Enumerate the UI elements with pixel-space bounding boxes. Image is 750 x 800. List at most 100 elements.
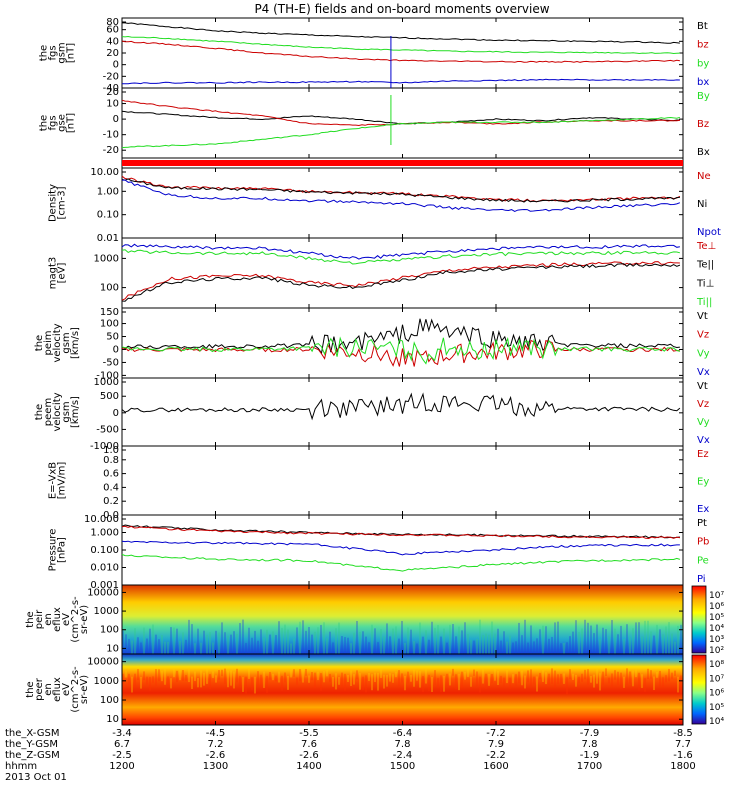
series-Npot [121, 179, 681, 212]
legend-Vt: Vt [697, 311, 708, 322]
spectrogram-cell [665, 675, 667, 683]
spectrogram-cell [305, 630, 307, 654]
legend-Bz: Bz [697, 119, 709, 130]
spectrogram-cell [239, 675, 241, 688]
spectrogram-cell [653, 676, 655, 691]
legend-Vx: Vx [697, 367, 710, 378]
spectrogram-cell [635, 622, 637, 654]
y-axis-label: the [25, 681, 36, 697]
spectrogram-cell [137, 637, 139, 654]
spectrogram-cell [320, 673, 322, 691]
footer-value: -7.2 [486, 728, 506, 739]
spectrogram-cell [470, 676, 472, 687]
spectrogram-cell [233, 671, 235, 689]
footer-value: 1500 [390, 761, 415, 772]
spectrogram-cell [359, 673, 361, 690]
spectrogram-cell [389, 636, 391, 654]
y-tick-label: 10 [106, 643, 119, 654]
figure-title: P4 (TH-E) fields and on-board moments ov… [254, 2, 549, 16]
spectrogram-cell [623, 639, 625, 654]
spectrogram-cell [293, 638, 295, 654]
spectrogram-cell [290, 670, 292, 678]
spectrogram-cell [416, 643, 418, 654]
colorbar-label: 10⁵ [709, 703, 724, 713]
series-Pe [121, 553, 681, 572]
y-axis-label: en [43, 613, 54, 626]
spectrogram-cell [263, 671, 265, 688]
spectrogram-cell [230, 670, 232, 686]
colorbar-label: 10⁷ [709, 591, 724, 601]
y-axis-label: [eV] [57, 263, 68, 284]
spectrogram-cell [254, 630, 256, 654]
spectrogram-cell [599, 673, 601, 691]
y-axis-label: sr-eV) [79, 675, 90, 704]
y-axis-label: gse [57, 114, 68, 132]
spectrogram-cell [149, 628, 151, 654]
spectrogram-cell [392, 628, 394, 654]
legend-Vy: Vy [697, 417, 710, 428]
spectrogram-cell [407, 671, 409, 684]
y-axis-label: Density [48, 184, 59, 222]
legend-Ni: Ni [697, 199, 707, 210]
y-axis-label: fgs [48, 115, 59, 130]
spectrogram-cell [368, 673, 370, 682]
y-tick-label: 10.00 [90, 167, 119, 178]
spectrogram-cell [206, 634, 208, 654]
spectrogram-cell [566, 677, 568, 695]
spectrogram-cell [266, 629, 268, 654]
footer-value: 1300 [203, 761, 228, 772]
y-axis-label: velocity [52, 323, 63, 362]
legend-bz: bz [697, 40, 709, 51]
spectrogram-cell [458, 673, 460, 691]
spectrogram-cell [575, 620, 577, 654]
spectrogram-cell [299, 621, 301, 654]
spectrogram-cell [563, 642, 565, 654]
spectrogram-cell [437, 678, 439, 689]
spectrogram-cell [170, 627, 172, 654]
series-By [121, 116, 681, 149]
footer-row-label: the_X-GSM [5, 728, 59, 739]
panel-ion-spectrogram: 10⁷10⁶10⁵10⁴10³10²10000100010010thepeire… [25, 584, 724, 656]
spectrogram-cell [626, 668, 628, 685]
colorbar [691, 585, 707, 654]
colorbar [691, 654, 707, 725]
spectrogram-cell [242, 619, 244, 654]
spectrogram-cell [494, 633, 496, 654]
y-axis-label: (cm^2-s- [70, 596, 81, 643]
spectrogram-cell [452, 623, 454, 654]
spectrogram-cell [251, 677, 253, 690]
spectrogram-cell [521, 670, 523, 686]
legend-Vx: Vx [697, 435, 710, 446]
spectrogram-cell [326, 670, 328, 677]
colorbar-label: 10⁶ [709, 689, 724, 699]
legend-Vt: Vt [697, 381, 708, 392]
spectrogram-cell [431, 677, 433, 692]
spectrogram-cell [185, 639, 187, 654]
spectrogram-cell [152, 676, 154, 683]
colorbar-label: 10⁷ [709, 674, 724, 684]
spectrogram-cell [407, 627, 409, 654]
spectrogram-cell [335, 628, 337, 654]
y-tick-label: 1000 [94, 377, 119, 388]
legend-Ez: Ez [697, 449, 709, 460]
spectrogram-cell [356, 620, 358, 654]
spectrogram-cell [188, 619, 190, 654]
spectrogram-cell [584, 619, 586, 654]
spectrogram-cell [236, 668, 238, 683]
spectrogram-cell [188, 669, 190, 683]
spectrogram-cell [212, 671, 214, 679]
spectrogram-cell [503, 677, 505, 687]
y-tick-label: 1000 [94, 253, 119, 264]
spectrogram-cell [260, 674, 262, 689]
series-Vt [121, 392, 681, 421]
spectrogram-cell [194, 643, 196, 654]
spectrogram-cell [482, 669, 484, 684]
spectrogram-cell [443, 675, 445, 692]
spectrogram-cell [161, 671, 163, 682]
spectrogram-texture [122, 668, 682, 695]
spectrogram-cell [131, 640, 133, 654]
spectrogram-cell [185, 675, 187, 681]
spectrogram-image [122, 654, 683, 725]
spectrogram-cell [125, 634, 127, 654]
